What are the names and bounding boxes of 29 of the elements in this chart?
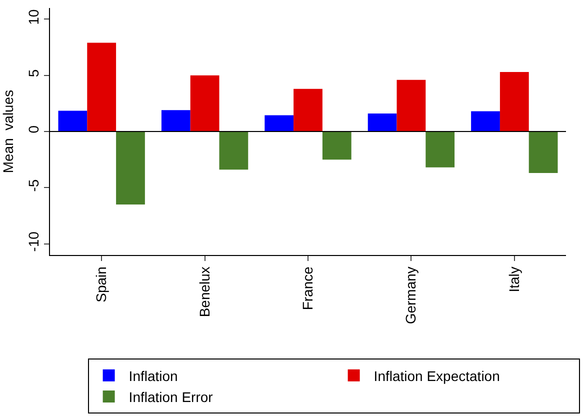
x-tick-label: France [300, 266, 316, 310]
bar [58, 110, 88, 132]
bar [471, 111, 500, 132]
y-axis-title: Mean values [0, 90, 16, 174]
y-tick-label: 0 [25, 125, 42, 134]
y-tick-label: -5 [25, 179, 42, 192]
x-tick-label: Benelux [196, 266, 212, 318]
bar [219, 132, 248, 170]
x-tick-label: Germany [402, 266, 419, 324]
bar [426, 132, 455, 168]
bar [190, 75, 220, 132]
y-tick-label: 10 [25, 9, 42, 25]
bar [322, 132, 352, 160]
bar [264, 115, 294, 132]
bar [294, 88, 322, 132]
bar [528, 132, 558, 174]
x-tick-label: Spain [93, 266, 110, 302]
x-tick-label: Italy [506, 266, 522, 292]
bar [396, 80, 426, 132]
legend-label: Inflation Expectation [374, 368, 500, 384]
bar [500, 72, 529, 132]
bar [368, 114, 397, 132]
bar [116, 132, 145, 204]
bar [161, 110, 190, 132]
y-tick-label: 5 [25, 69, 42, 78]
y-tick-label: -10 [25, 231, 42, 252]
legend-label: Inflation Error [128, 389, 214, 405]
legend-label: Inflation [128, 368, 178, 384]
bar [87, 42, 116, 132]
